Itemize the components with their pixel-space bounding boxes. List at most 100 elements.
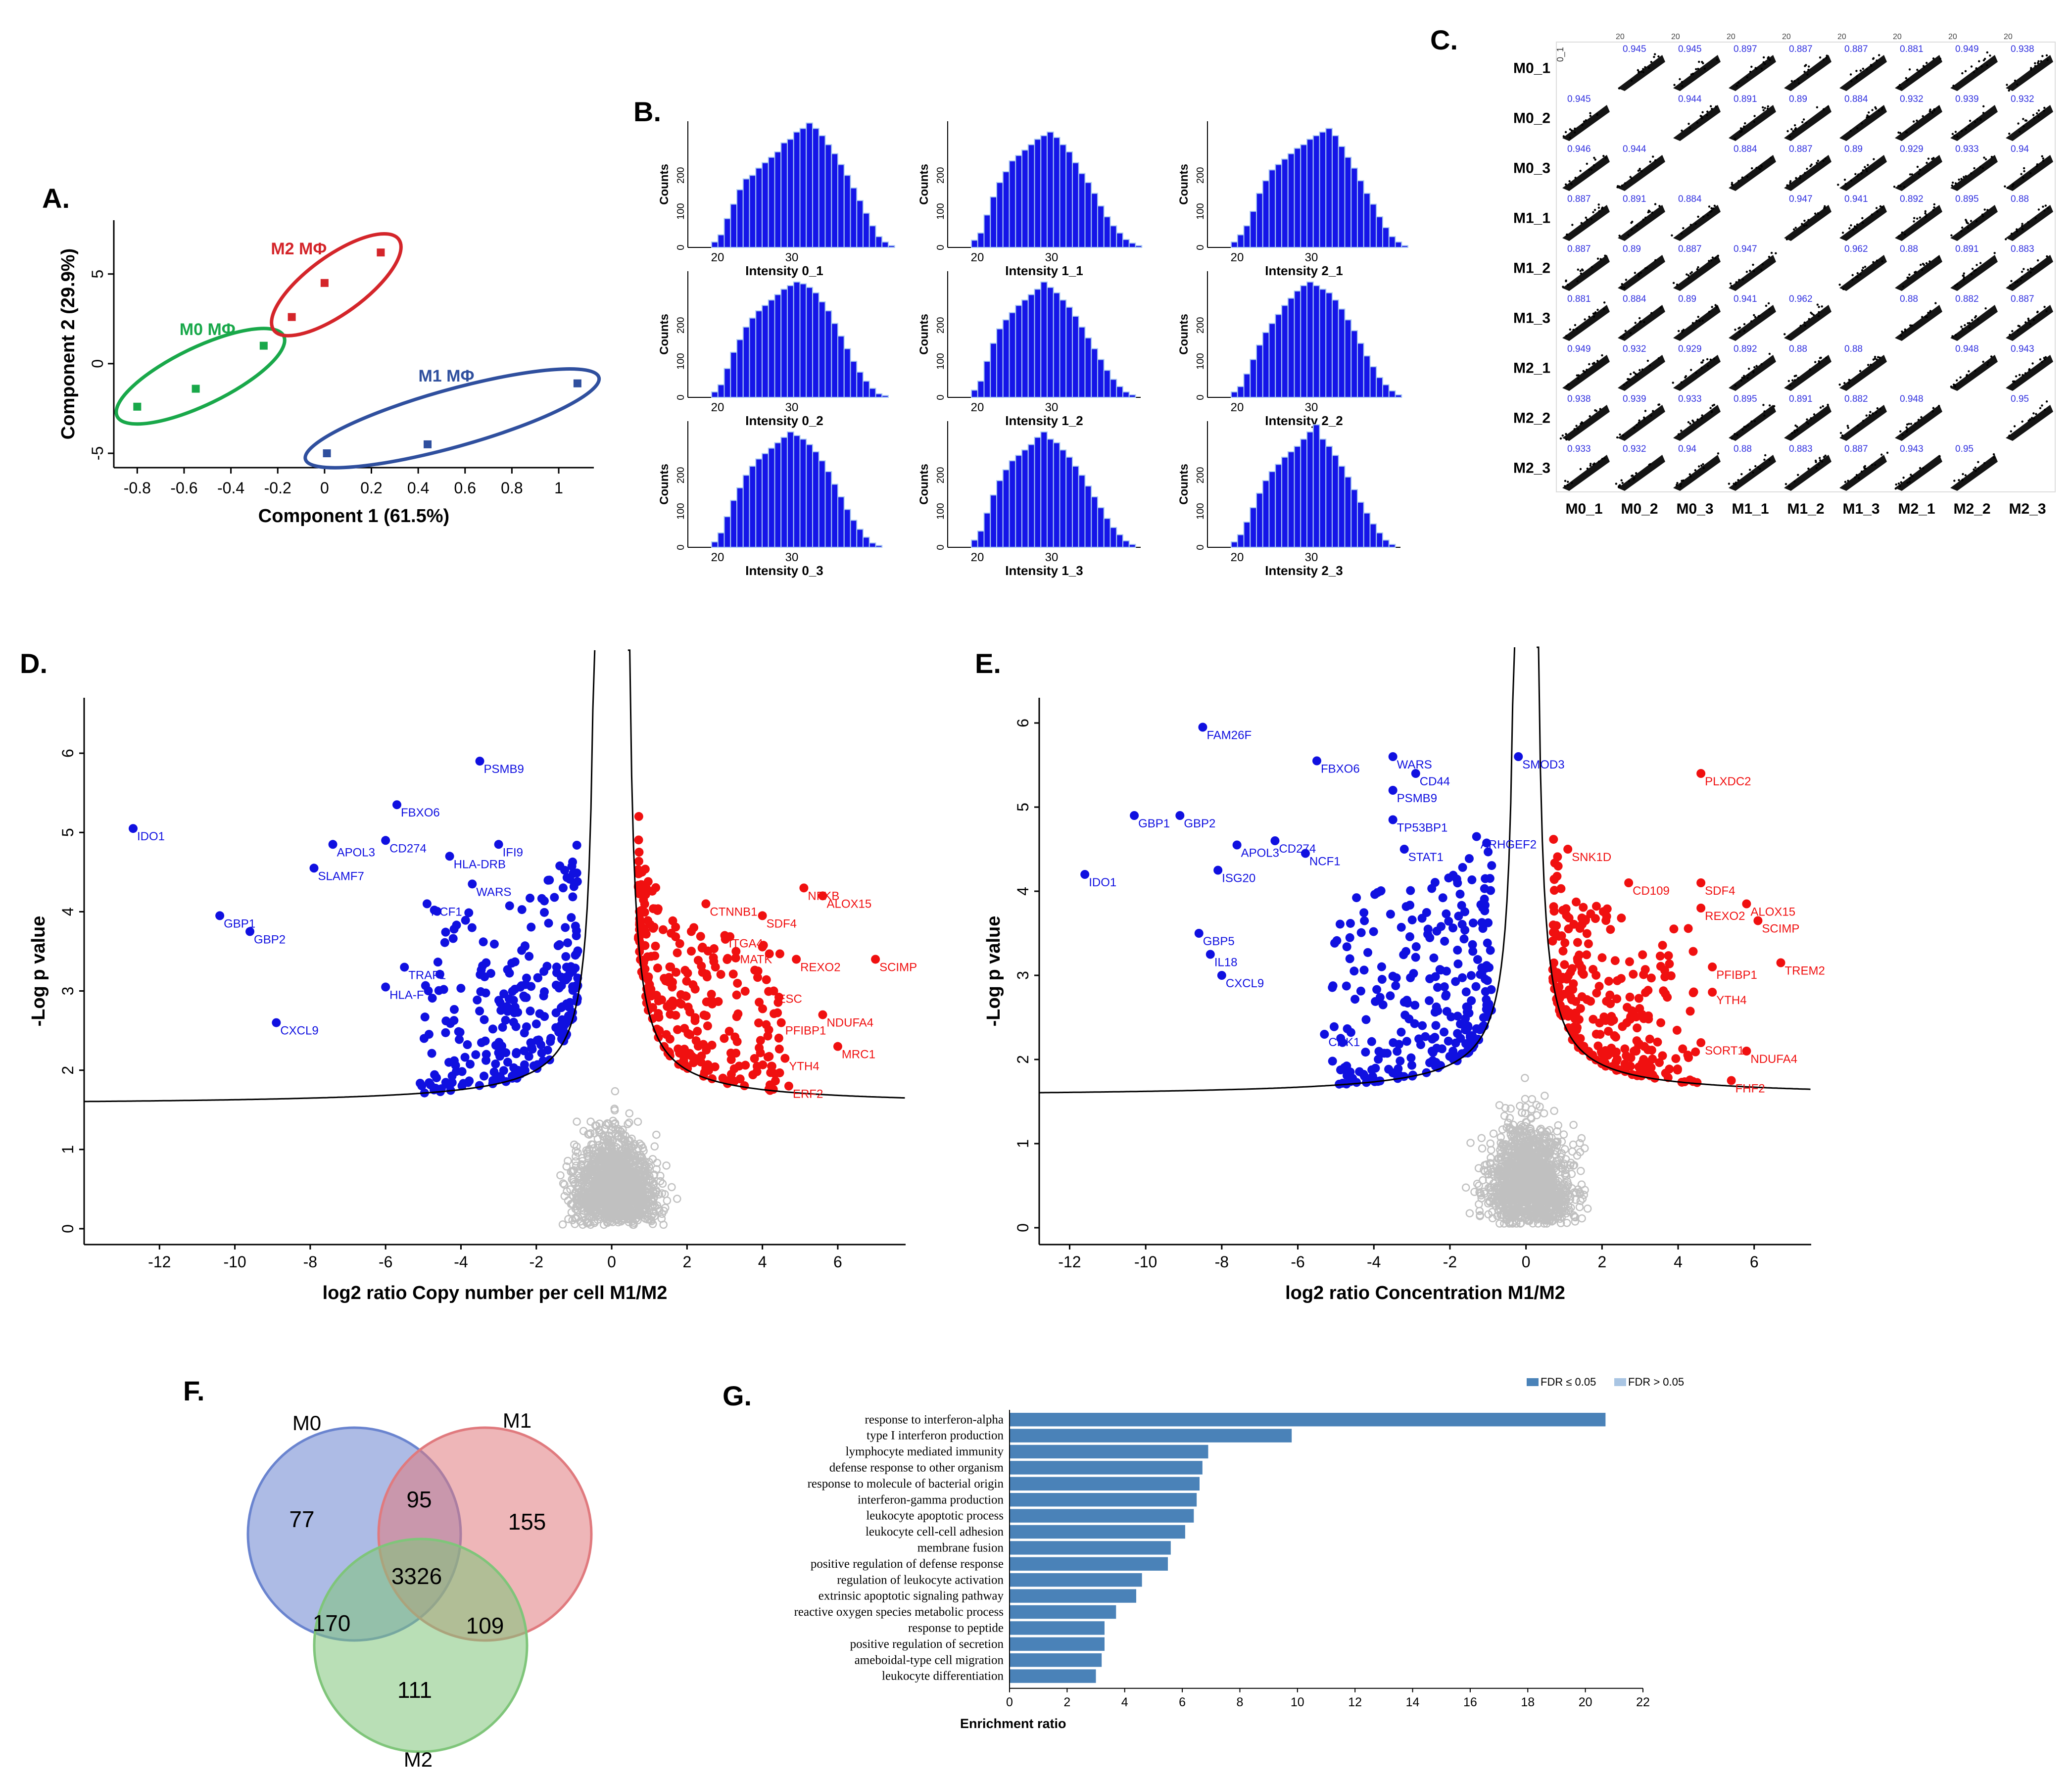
- scatter-dot: [1574, 177, 1577, 179]
- significant-point-m2: [723, 955, 732, 964]
- labeled-point: [245, 927, 255, 936]
- histogram-bar: [837, 164, 845, 248]
- scatter-dot: [1838, 284, 1841, 286]
- scatter-dot: [1597, 460, 1600, 463]
- scatter-cloud: [1839, 155, 1887, 191]
- significant-point-m2: [731, 953, 740, 962]
- scatter-dot: [1951, 133, 1954, 135]
- histogram-bar: [990, 342, 997, 398]
- scatter-dot: [1861, 222, 1864, 224]
- y-axis-title: Component 2 (29.9%): [58, 248, 79, 439]
- scatter-dot: [1586, 369, 1588, 371]
- scatter-dot: [1739, 127, 1742, 130]
- scatter-dot: [1854, 476, 1856, 479]
- scatter-dot: [1633, 326, 1636, 329]
- scatter-dot: [1672, 382, 1674, 384]
- histogram-title: Intensity 2_3: [1265, 563, 1343, 578]
- significant-point-m1: [558, 883, 568, 893]
- histogram-bar: [787, 139, 794, 248]
- group-label: M0 MΦ: [180, 320, 236, 339]
- nonsignificant-point: [1506, 1163, 1515, 1171]
- scatter-dot: [1955, 379, 1958, 382]
- histogram-bar: [1021, 449, 1029, 548]
- scatter-dot: [1773, 405, 1776, 407]
- scatter-dot: [1574, 131, 1576, 134]
- scatter-dot: [1925, 262, 1928, 265]
- correlation-label: 0.88: [1900, 294, 1918, 304]
- scatter-dot: [1763, 410, 1766, 413]
- scatter-dot: [1631, 475, 1633, 477]
- significant-point-m2: [634, 812, 643, 821]
- correlation-label: 0.887: [1844, 44, 1868, 54]
- scatter-dot: [2008, 434, 2011, 437]
- x-tick-label: 20: [1231, 551, 1244, 564]
- scatter-dot: [2046, 58, 2049, 61]
- scatter-dot: [1741, 377, 1743, 379]
- correlation-label: 0.946: [1567, 144, 1591, 154]
- scatter-cloud: [1673, 255, 1721, 291]
- scatter-dot: [1759, 468, 1761, 470]
- nonsignificant-point: [1487, 1184, 1495, 1192]
- histogram-bar: [1097, 507, 1105, 548]
- scatter-cloud: [1618, 355, 1665, 391]
- scatter-dot: [1653, 55, 1655, 58]
- histogram-bar: [1034, 139, 1042, 248]
- scatter-dot: [1566, 483, 1569, 486]
- scatter-dot: [1877, 356, 1879, 358]
- histogram-bar: [736, 339, 744, 398]
- scatter-dot: [1576, 328, 1579, 330]
- significant-point-m1: [533, 973, 543, 983]
- point-label: FBXO6: [401, 806, 440, 819]
- y-tick-label: 0: [675, 394, 686, 400]
- nonsignificant-point: [628, 1217, 637, 1225]
- scatter-dot: [1644, 66, 1646, 69]
- scatter-dot: [1758, 315, 1761, 317]
- scatter-dot: [1866, 114, 1869, 117]
- scatter-dot: [1789, 182, 1791, 184]
- scatter-dot: [1851, 278, 1854, 281]
- scatter-dot: [1702, 467, 1705, 470]
- significant-point-m2: [726, 1048, 735, 1058]
- nonsignificant-point: [578, 1197, 586, 1206]
- nonsignificant-point: [1549, 1162, 1558, 1171]
- scatter-dot: [1903, 186, 1906, 189]
- scatter-dot: [1565, 279, 1567, 282]
- column-label: M0_1: [1565, 501, 1602, 517]
- nonsignificant-point: [607, 1183, 615, 1192]
- significant-point-m2: [640, 899, 649, 909]
- correlation-label: 0.938: [1567, 394, 1591, 404]
- correlation-label: 0.89: [1623, 244, 1641, 254]
- significant-point-m2: [752, 1061, 762, 1071]
- scatter-dot: [1642, 68, 1644, 70]
- histogram-bar: [1344, 476, 1352, 548]
- histogram-bar: [1382, 384, 1390, 398]
- nonsignificant-point: [587, 1140, 596, 1149]
- scatter-dot: [2037, 208, 2040, 211]
- significant-point-m1: [571, 963, 580, 973]
- histogram-bar: [1256, 492, 1263, 548]
- x-tick-label: 30: [785, 251, 799, 264]
- histogram-bar: [990, 494, 997, 548]
- scatter-dot: [1815, 467, 1818, 469]
- scatter-dot: [2020, 173, 2023, 175]
- scatter-dot: [1964, 474, 1967, 477]
- histogram-bar: [793, 281, 801, 398]
- scatter-dot: [2039, 358, 2042, 361]
- scatter-dot: [1964, 324, 1966, 327]
- scatter-dot: [1804, 65, 1806, 67]
- nonsignificant-point: [586, 1129, 595, 1138]
- nonsignificant-point: [1524, 1216, 1533, 1225]
- significant-point-m2: [634, 835, 643, 845]
- histogram-bar: [806, 287, 813, 398]
- column-label: M2_2: [1953, 501, 1990, 517]
- scatter-dot: [1908, 423, 1910, 425]
- histogram-bar: [742, 326, 750, 398]
- scatter-dot: [1838, 384, 1841, 386]
- scatter-dot: [1989, 54, 1991, 57]
- scatter-dot: [1950, 234, 1953, 237]
- scatter-dot: [1871, 213, 1874, 216]
- labeled-point: [720, 931, 729, 940]
- point-label: HLA-DRB: [454, 858, 506, 871]
